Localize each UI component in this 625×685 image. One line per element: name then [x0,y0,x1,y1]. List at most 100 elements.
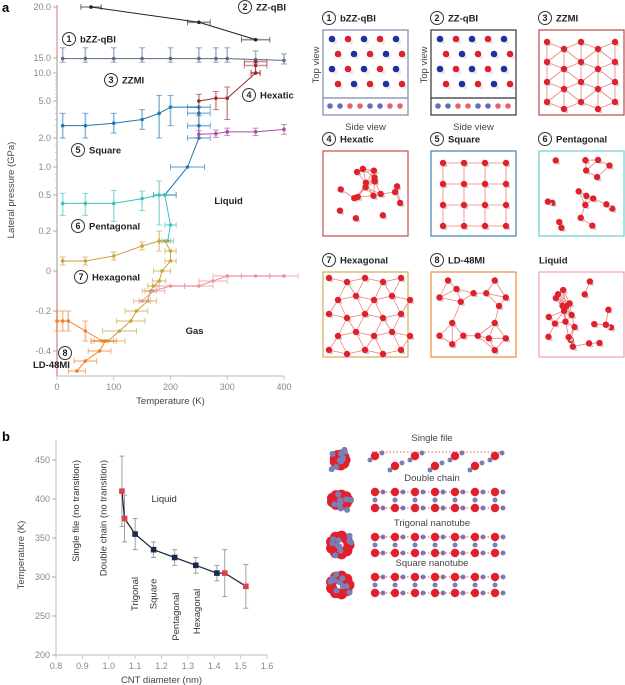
oxygen-atom [379,212,387,219]
oxygen-atom [406,296,414,304]
oxygen-atom [577,214,584,221]
data-point [60,123,65,128]
h-bond [580,88,599,103]
phase-number: 4 [322,132,336,146]
oxygen-atom [569,343,577,350]
oxygen-atom [611,58,619,66]
number-circle [104,73,118,87]
data-point [75,369,79,373]
region-label-liquid: Liquid [214,196,243,207]
number-circle [430,253,444,267]
label-number-ld-48mi: 8 [58,346,72,360]
oxygen-atom [490,80,498,88]
hydrogen-atom [332,552,339,559]
y-tick-label: 2.0 [38,133,51,143]
phase-title: ZZ-qBI [448,14,478,25]
hydrogen-atom [400,574,406,580]
y-tick-label: -0.4 [35,346,51,356]
oxygen-atom [560,65,568,73]
oxygen-atom [436,65,444,73]
number-circle [322,11,336,25]
oxygen-atom [543,58,551,66]
data-point [168,223,173,227]
data-point [253,63,258,68]
oxygen-atom [552,294,560,302]
hydrogen-atom [472,497,478,503]
phase-number: 1 [322,11,336,25]
side-atom [397,103,403,109]
hydrogen-atom [336,497,343,504]
hydrogen-atom [392,582,398,588]
oxygen-atom [460,222,468,230]
phase-number: 3 [538,11,552,25]
hydrogen-atom [392,497,398,503]
oxygen-atom [442,80,450,88]
molecule-snapshot [538,29,625,116]
x-tick-label: 1.2 [155,661,168,671]
oxygen-atom [500,35,508,43]
hydrogen-atom [331,501,338,508]
hydrogen-atom [379,450,385,456]
oxygen-atom [481,159,489,167]
oxygen-atom [594,156,602,164]
y-axis-label: Lateral pressure (GPa) [6,142,17,239]
hydrogen-atom [420,574,426,580]
hydrogen-atom [333,571,340,578]
hydrogen-atom [335,537,342,544]
oxygen-atom [559,286,567,294]
oxygen-atom [611,98,619,106]
oxygen-atom [376,65,384,73]
oxygen-atom [410,451,420,461]
data-point [214,570,220,576]
hydrogen-atom [346,537,353,544]
hydrogen-atom [343,583,350,590]
oxygen-atom [552,157,559,164]
vertical-annotation: Single file (no transition) [71,460,82,562]
hydrogen-atom [480,534,486,540]
number-circle [242,88,256,102]
side-atom [435,103,441,109]
oxygen-atom [449,319,456,327]
vertical-annotation: Square [149,579,160,610]
oxygen-atom [343,314,351,322]
number-circle [71,219,85,233]
number-circle [430,132,444,146]
oxygen-atom [502,294,509,301]
nanotube-title: Trigonal nanotube [394,518,470,529]
oxygen-atom [506,80,514,88]
oxygen-atom [366,50,374,58]
data-point [140,117,144,122]
hydrogen-atom [432,582,438,588]
region-label-liquid: Liquid [151,494,176,505]
oxygen-atom [556,218,563,226]
data-point [83,329,88,333]
hydrogen-atom [480,489,486,495]
oxygen-atom [360,65,368,73]
number-circle [238,0,252,14]
number-circle [58,346,72,360]
oxygen-atom [460,332,467,339]
label-zz-qbi: ZZ-qBI [256,3,286,14]
data-point [83,259,88,263]
data-point [253,59,258,64]
data-point [140,299,144,303]
hydrogen-atom [480,574,486,580]
oxygen-atom [379,350,387,358]
hydrogen-atom [492,582,498,588]
phase-title: LD-48MI [448,256,485,267]
oxygen-atom [562,318,569,325]
side-view-label: Side view [453,122,494,133]
oxygen-atom [582,201,589,209]
nanotube-single-file: Single file [328,433,505,473]
side-atom [367,103,373,109]
phase-image-liquid: Liquid [538,256,625,358]
hydrogen-atom [327,578,334,585]
oxygen-atom [344,65,352,73]
data-point [151,284,156,288]
data-point [160,269,164,273]
side-atom [387,103,393,109]
hydrogen-atom [480,505,486,511]
hydrogen-atom [472,542,478,548]
x-tick-label: 400 [276,382,291,392]
oxygen-atom [470,290,477,297]
